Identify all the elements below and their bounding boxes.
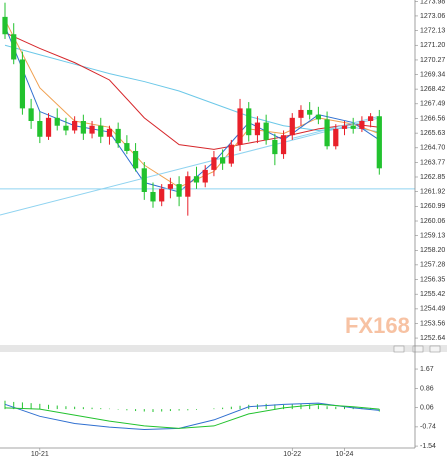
panel-separator xyxy=(0,345,447,352)
candle-body xyxy=(98,125,104,137)
candle-body xyxy=(272,139,278,155)
candle-body xyxy=(280,135,287,155)
series-line xyxy=(4,403,380,429)
y-tick-label: 1253.56 xyxy=(420,320,445,327)
series-line xyxy=(4,32,380,150)
plot-area xyxy=(0,2,415,216)
candle-body xyxy=(350,125,356,129)
candle-body xyxy=(202,169,208,183)
x-tick-label: 10-22 xyxy=(283,451,301,458)
maximize-button[interactable] xyxy=(412,345,424,353)
candle-body xyxy=(359,120,365,129)
candle-body xyxy=(28,108,34,121)
y-tick-label: 1268.42 xyxy=(420,86,445,93)
y-tick-label: 1262.85 xyxy=(420,174,445,181)
y-tick-label: 1263.77 xyxy=(420,159,445,166)
y-tick-label: 1260.99 xyxy=(420,203,445,210)
candle-body xyxy=(89,125,95,134)
candle-body xyxy=(193,176,200,183)
candle-body xyxy=(246,108,252,136)
y-tick-label: 1.67 xyxy=(420,366,434,373)
minimize-button[interactable] xyxy=(393,345,405,353)
candle-body xyxy=(132,150,139,169)
candle-body xyxy=(211,157,217,170)
candle-body xyxy=(115,128,121,144)
candle-body xyxy=(220,157,226,164)
candle-body xyxy=(333,128,339,147)
candle-body xyxy=(263,122,269,140)
y-tick-label: 1270.27 xyxy=(420,57,445,64)
y-tick-label: -0.74 xyxy=(420,424,436,431)
candle-body xyxy=(367,116,374,121)
y-tick-label: 1271.20 xyxy=(420,42,445,49)
candle-body xyxy=(19,59,26,109)
series-line xyxy=(0,117,380,216)
candle-body xyxy=(124,143,130,151)
candle-body xyxy=(72,120,78,131)
candle-body xyxy=(254,122,261,136)
candle-body xyxy=(159,188,165,202)
candle-body xyxy=(376,116,382,169)
candle-body xyxy=(289,117,295,136)
price-panel: FX168 1273.98 1273.06 1272.13 1271.20 1270.27… xyxy=(0,0,445,342)
candle-body xyxy=(45,117,52,137)
y-tick-label: 1257.28 xyxy=(420,262,445,269)
candle-body xyxy=(141,168,147,192)
y-tick-label: 1273.98 xyxy=(420,0,445,5)
y-tick-label: 1256.35 xyxy=(420,276,445,283)
series-line xyxy=(4,402,380,431)
candle-body xyxy=(63,125,69,131)
y-tick-label: 1266.56 xyxy=(420,115,445,122)
candle-body xyxy=(237,108,243,145)
y-tick-label: 1252.64 xyxy=(420,335,445,342)
candle-body xyxy=(176,184,182,197)
y-tick-label: 1272.13 xyxy=(420,27,445,34)
y-tick-label: 1258.20 xyxy=(420,247,445,254)
candle-body xyxy=(11,34,17,60)
y-tick-label: 0.86 xyxy=(420,385,434,392)
x-tick-label: 10-24 xyxy=(336,451,354,458)
candle-body xyxy=(2,16,8,35)
candle-body xyxy=(315,114,321,120)
y-tick-label: -1.54 xyxy=(420,443,436,450)
candle-body xyxy=(298,109,304,118)
y-tick-label: 1260.06 xyxy=(420,218,445,225)
watermark: FX168 xyxy=(345,313,410,338)
y-tick-label: 1264.70 xyxy=(420,145,445,152)
candle-body xyxy=(341,125,348,129)
y-tick-label: 1254.49 xyxy=(420,306,445,313)
y-tick-label: 1273.06 xyxy=(420,13,445,20)
candle-body xyxy=(106,128,113,137)
y-tick-label: 1269.34 xyxy=(420,71,445,78)
candle-body xyxy=(150,191,156,202)
candle-body xyxy=(167,184,174,189)
y-tick-label: 0.06 xyxy=(420,405,434,412)
candle-body xyxy=(37,120,43,137)
candle-body xyxy=(185,176,191,197)
y-tick-label: 1265.63 xyxy=(420,130,445,137)
y-tick-label: 1261.92 xyxy=(420,189,445,196)
close-button[interactable] xyxy=(429,345,441,353)
candle-body xyxy=(228,144,234,164)
macd-panel: 1.67 0.86 0.06 -0.74 -1.54 10-21 10-22 10-24 xyxy=(4,366,436,458)
y-tick-label: 1259.13 xyxy=(420,233,445,240)
candle-body xyxy=(54,117,60,126)
y-tick-label: 1267.49 xyxy=(420,101,445,108)
x-tick-label: 10-21 xyxy=(31,451,49,458)
candle-body xyxy=(307,109,313,115)
candle-body xyxy=(324,119,330,147)
candle-body xyxy=(80,120,86,134)
y-tick-label: 1255.42 xyxy=(420,291,445,298)
